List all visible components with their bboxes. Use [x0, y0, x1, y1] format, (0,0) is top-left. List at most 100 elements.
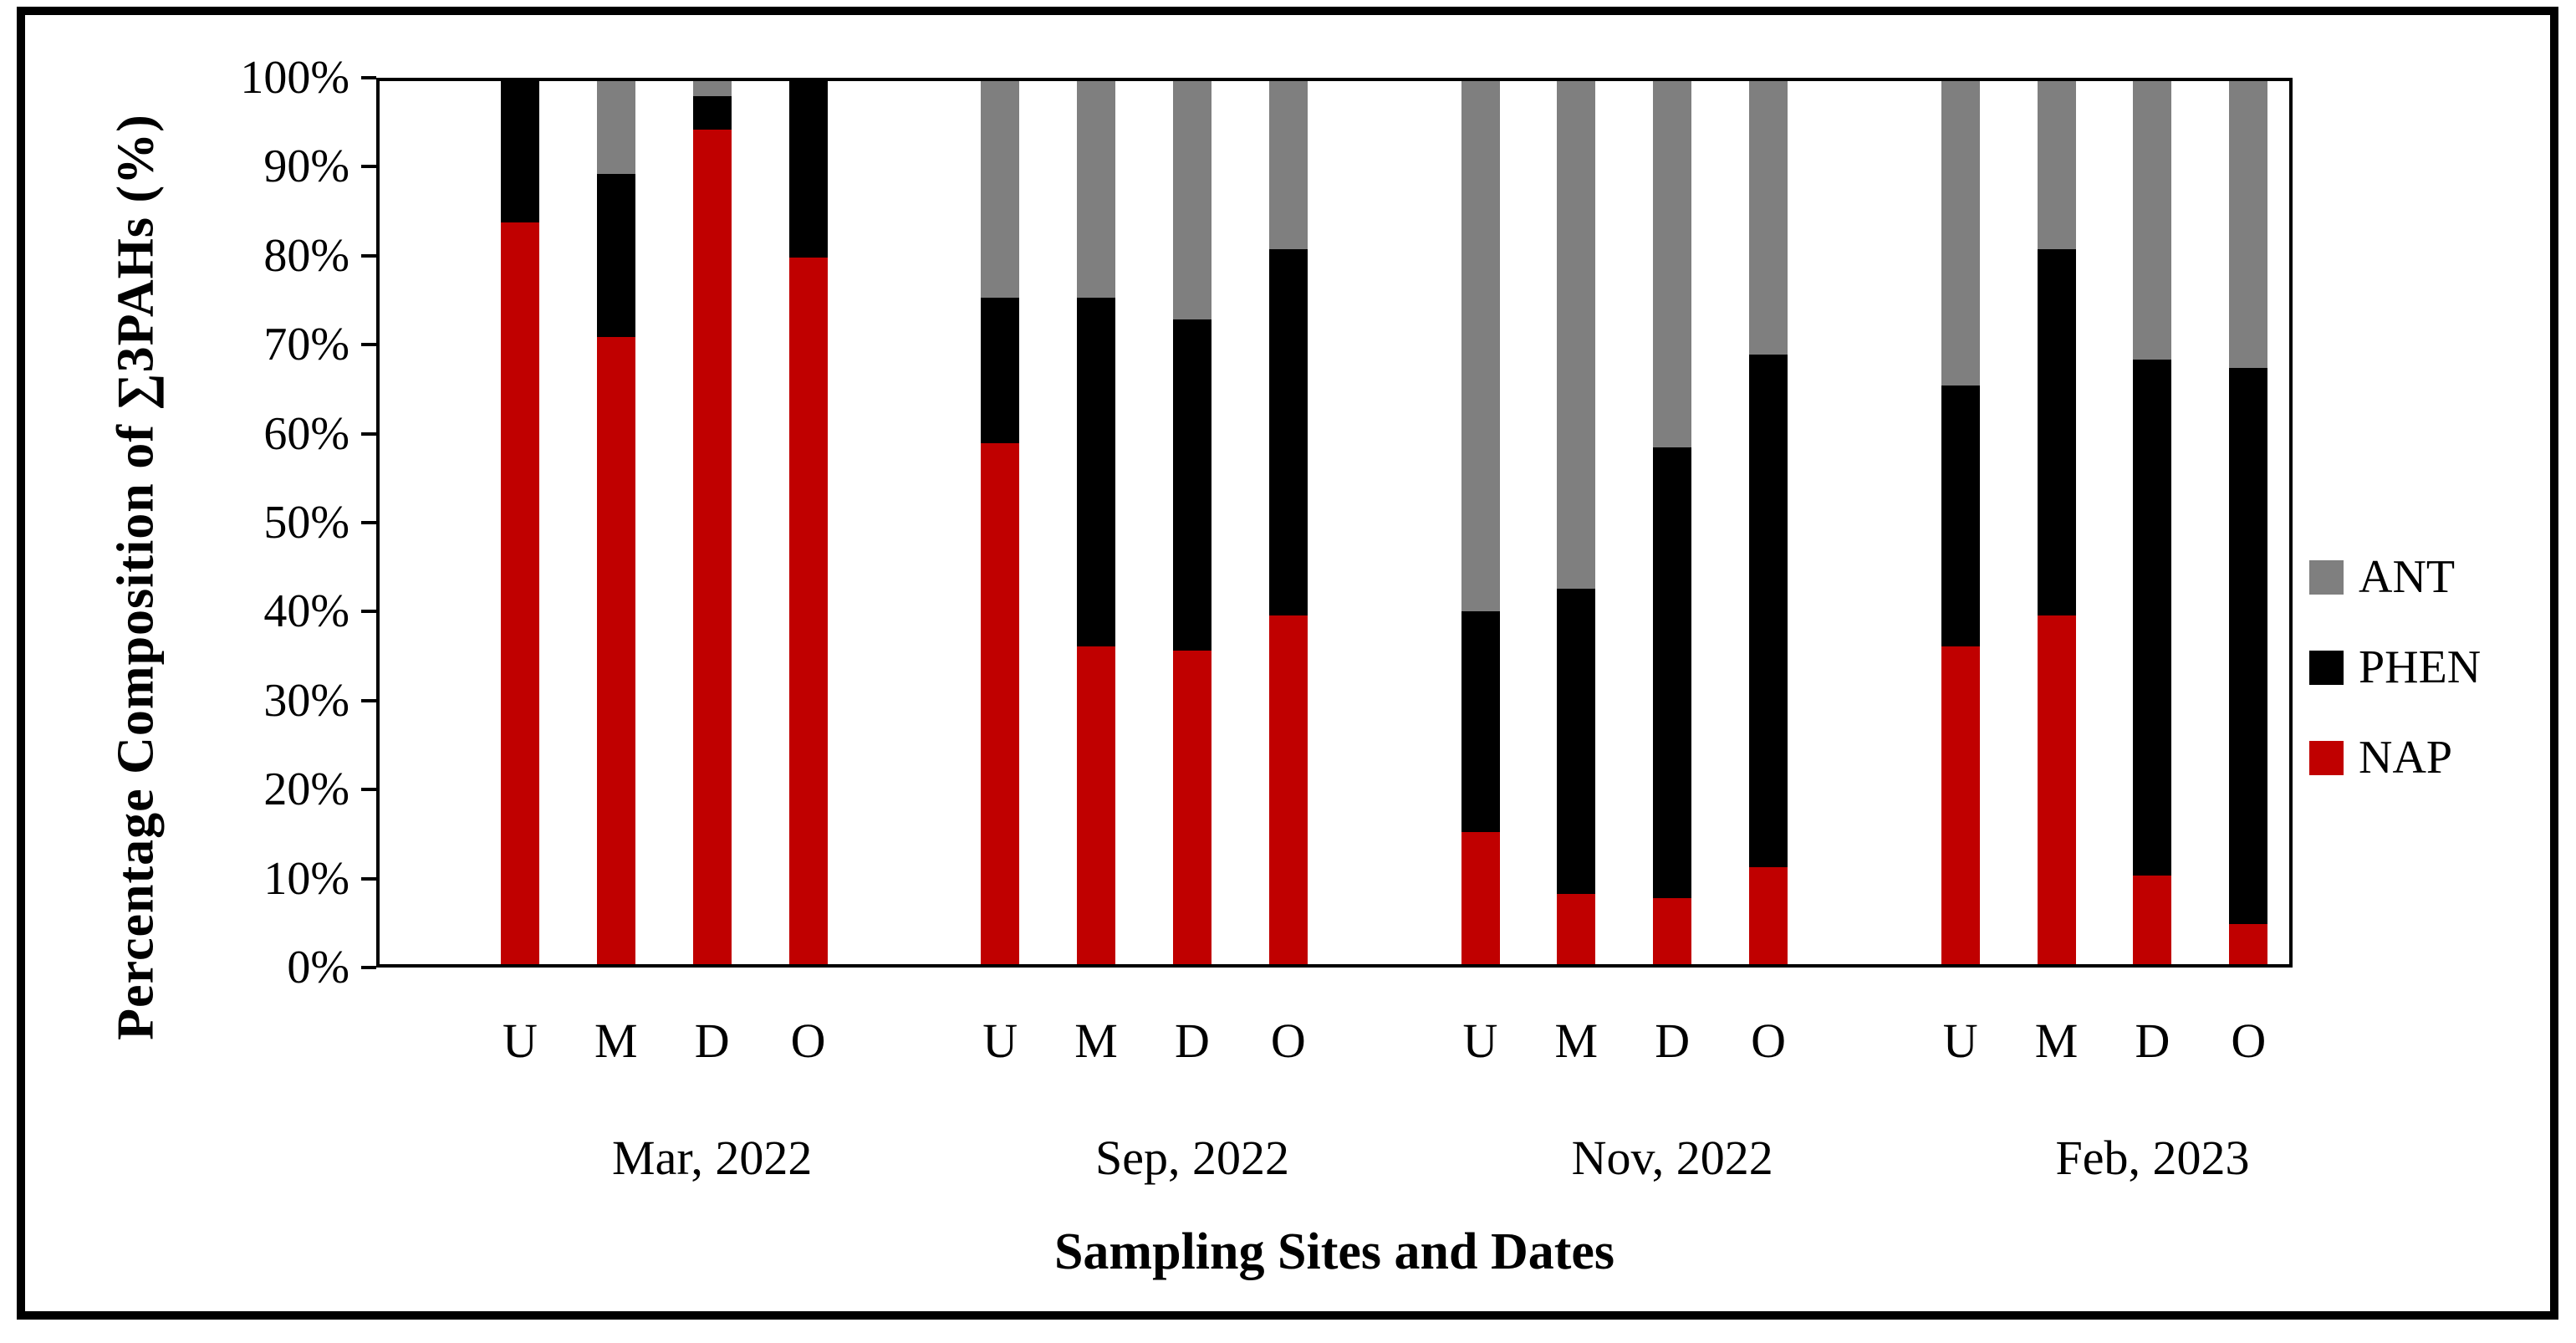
- y-tick-mark: [361, 76, 376, 79]
- site-label-o: O: [1751, 1014, 1786, 1068]
- site-label-m: M: [2034, 1014, 2079, 1068]
- y-tick-mark: [361, 698, 376, 702]
- bar-segment-phen: [2037, 248, 2076, 615]
- bar-sep2022-o: [1268, 81, 1308, 964]
- bar-nov2022-o: [1749, 81, 1788, 964]
- y-tick-mark: [361, 610, 376, 614]
- bar-segment-nap: [501, 222, 539, 964]
- bar-segment-phen: [501, 81, 539, 222]
- y-tick-label: 50%: [263, 497, 349, 549]
- legend-label-nap: NAP: [2359, 732, 2453, 784]
- site-label-m: M: [1074, 1014, 1118, 1068]
- y-tick-label: 20%: [263, 763, 349, 816]
- bar-segment-phen: [1461, 610, 1500, 832]
- y-tick-mark: [361, 966, 376, 969]
- bar-segment-nap: [1941, 646, 1980, 964]
- site-label-u: U: [502, 1014, 538, 1068]
- bar-segment-ant: [1461, 81, 1500, 611]
- legend-swatch-nap: [2309, 740, 2344, 775]
- bar-segment-ant: [2229, 81, 2268, 369]
- legend-swatch-ant: [2309, 559, 2344, 595]
- y-tick-label: 70%: [263, 319, 349, 371]
- bar-segment-phen: [2229, 368, 2268, 925]
- bar-segment-ant: [1653, 81, 1692, 448]
- bar-segment-ant: [1557, 81, 1596, 590]
- bar-segment-nap: [1557, 893, 1596, 964]
- bar-segment-phen: [788, 81, 828, 258]
- bar-segment-phen: [2133, 359, 2172, 876]
- bar-segment-nap: [1077, 646, 1116, 964]
- site-label-o: O: [1270, 1014, 1306, 1068]
- bar-feb2023-d: [2133, 81, 2172, 964]
- y-tick-label: 80%: [263, 229, 349, 282]
- bar-segment-phen: [981, 297, 1020, 443]
- site-label-o: O: [790, 1014, 826, 1068]
- bar-mar2022-u: [501, 81, 539, 964]
- bar-segment-phen: [1749, 355, 1788, 867]
- date-group-label: Feb, 2023: [2055, 1131, 2250, 1185]
- bar-segment-ant: [692, 81, 732, 96]
- bar-segment-nap: [2229, 924, 2268, 964]
- bar-mar2022-m: [596, 81, 635, 964]
- y-tick-label: 90%: [263, 140, 349, 193]
- bar-segment-nap: [1461, 831, 1500, 964]
- y-tick-mark: [361, 431, 376, 436]
- legend-item-nap: NAP: [2309, 733, 2452, 783]
- bar-segment-nap: [2133, 876, 2172, 964]
- date-group-label: Nov, 2022: [1571, 1131, 1773, 1185]
- site-label-u: U: [1942, 1014, 1978, 1068]
- bar-segment-phen: [1077, 297, 1116, 646]
- bar-feb2023-o: [2229, 81, 2268, 964]
- site-label-d: D: [1655, 1014, 1691, 1068]
- y-tick-label: 10%: [263, 852, 349, 905]
- legend-label-ant: ANT: [2359, 551, 2456, 603]
- bar-segment-nap: [1653, 897, 1692, 964]
- site-label-m: M: [594, 1014, 638, 1068]
- y-tick-mark: [361, 253, 376, 258]
- bar-nov2022-d: [1653, 81, 1692, 964]
- bar-segment-ant: [2037, 81, 2076, 249]
- y-tick-label: 0%: [287, 942, 349, 993]
- bar-segment-ant: [2133, 81, 2172, 360]
- bar-segment-phen: [1557, 589, 1596, 894]
- bar-sep2022-u: [981, 81, 1020, 964]
- site-label-d: D: [694, 1014, 730, 1068]
- bar-segment-nap: [788, 258, 828, 964]
- bar-segment-ant: [596, 81, 635, 174]
- bar-segment-ant: [1749, 81, 1788, 355]
- bar-segment-ant: [1268, 81, 1308, 249]
- site-label-d: D: [1174, 1014, 1210, 1068]
- bar-segment-nap: [692, 130, 732, 964]
- bar-segment-phen: [1653, 447, 1692, 898]
- bar-sep2022-m: [1077, 81, 1116, 964]
- y-tick-mark: [361, 343, 376, 347]
- legend-item-ant: ANT: [2309, 552, 2455, 602]
- bar-segment-phen: [1268, 248, 1308, 615]
- legend-label-phen: PHEN: [2359, 641, 2482, 693]
- y-tick-label: 100%: [240, 52, 349, 104]
- y-tick-mark: [361, 521, 376, 524]
- bar-sep2022-d: [1172, 81, 1211, 964]
- bar-feb2023-u: [1941, 81, 1980, 964]
- bar-segment-ant: [1077, 81, 1116, 298]
- x-axis-title: Sampling Sites and Dates: [1053, 1223, 1615, 1280]
- date-group-label: Mar, 2022: [612, 1131, 813, 1185]
- site-label-u: U: [982, 1014, 1018, 1068]
- site-label-u: U: [1462, 1014, 1498, 1068]
- site-label-o: O: [2231, 1014, 2267, 1068]
- bar-segment-phen: [1941, 386, 1980, 646]
- bar-mar2022-o: [788, 81, 828, 964]
- bar-feb2023-m: [2037, 81, 2076, 964]
- bar-segment-phen: [1172, 319, 1211, 651]
- site-label-d: D: [2135, 1014, 2170, 1068]
- bar-segment-ant: [981, 81, 1020, 298]
- y-tick-label: 30%: [263, 674, 349, 727]
- plot-area: [376, 78, 2293, 968]
- bar-segment-nap: [596, 337, 635, 964]
- bar-segment-nap: [1749, 866, 1788, 964]
- y-tick-mark: [361, 165, 376, 169]
- bar-mar2022-d: [692, 81, 732, 964]
- bar-segment-phen: [596, 173, 635, 338]
- bar-segment-ant: [1172, 81, 1211, 320]
